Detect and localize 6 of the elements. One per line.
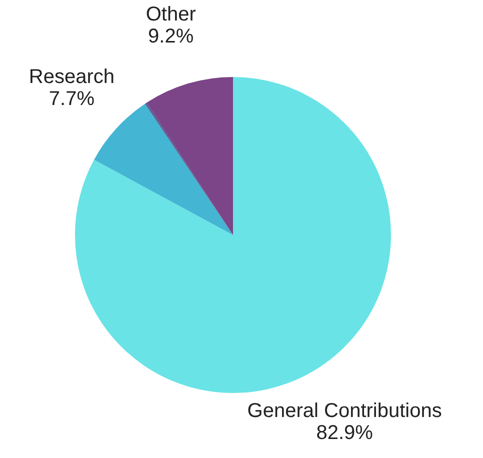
slice-label: Research [28,66,115,88]
slice-label: General Contributions [247,400,442,422]
data-label: 82.9% [316,422,374,444]
slice-label: Other [146,4,196,26]
data-label: 9.2% [148,26,194,48]
data-label: 7.7% [48,88,95,110]
